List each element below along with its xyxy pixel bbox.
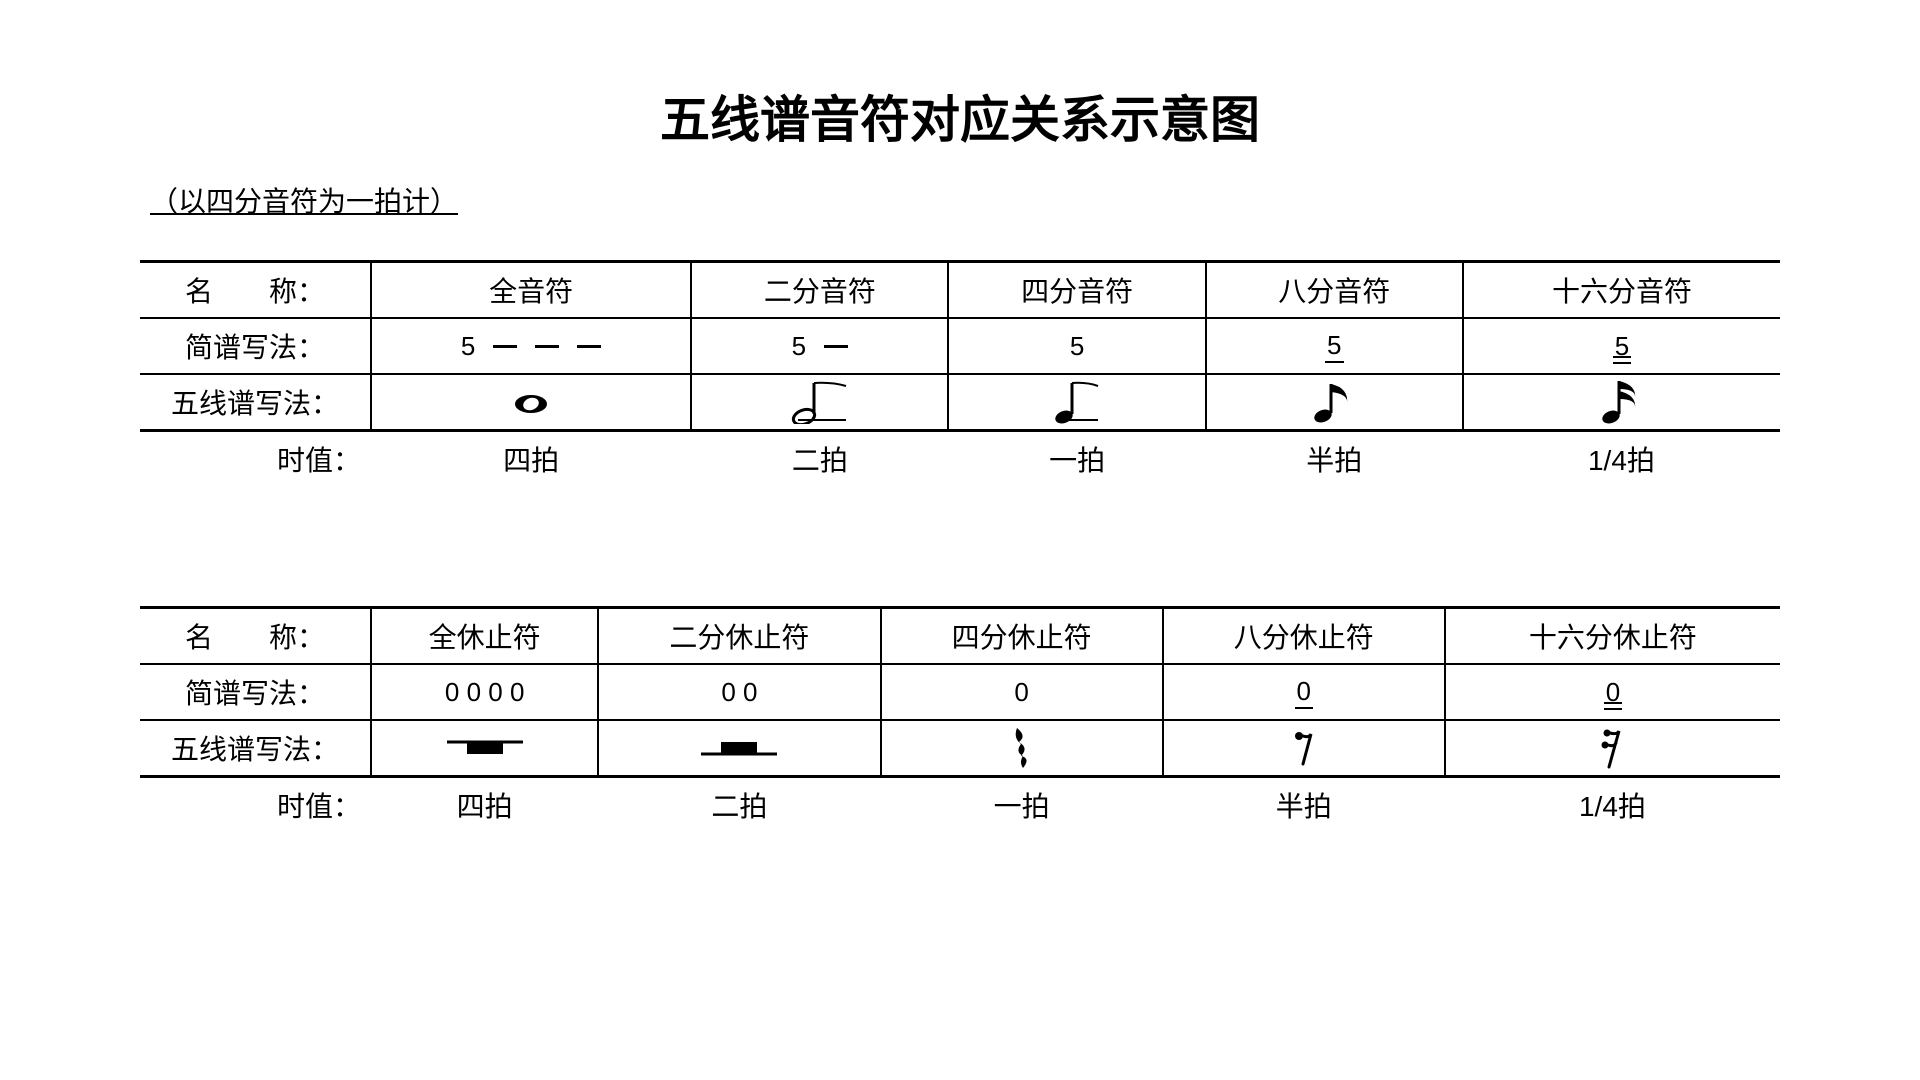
cell-duration: 1/4拍: [1463, 431, 1780, 487]
rest-whole-icon: [445, 734, 525, 764]
cell-name: 全音符: [371, 262, 691, 319]
spacer: [140, 486, 1780, 606]
cell-duration: 1/4拍: [1445, 777, 1780, 833]
table-row: 时值： 四拍 二拍 一拍 半拍 1/4拍: [140, 431, 1780, 487]
table-row: 五线谱写法：: [140, 720, 1780, 777]
cell-name: 全休止符: [371, 608, 598, 665]
cell-staff: [1463, 374, 1780, 431]
row-header-duration: 时值：: [140, 431, 371, 487]
notes-table: 名 称： 全音符 二分音符 四分音符 八分音符 十六分音符 简谱写法： 5 5 …: [140, 260, 1780, 486]
cell-staff: [371, 720, 598, 777]
subtitle: （以四分音符为一拍计）: [150, 180, 1780, 220]
cell-duration: 半拍: [1163, 777, 1445, 833]
rest-quarter-icon: [1009, 726, 1035, 770]
cell-jianpu: 0 0: [598, 664, 880, 720]
rest-half-icon: [699, 734, 779, 764]
rest-sixteenth-icon: [1599, 727, 1627, 769]
row-header-staff: 五线谱写法：: [140, 374, 371, 431]
cell-jianpu: 0: [1445, 664, 1780, 720]
table-row: 时值： 四拍 二拍 一拍 半拍 1/4拍: [140, 777, 1780, 833]
cell-name: 四分休止符: [881, 608, 1163, 665]
cell-jianpu: 0: [881, 664, 1163, 720]
cell-jianpu: 5: [691, 318, 948, 374]
table-row: 五线谱写法：: [140, 374, 1780, 431]
cell-name: 十六分休止符: [1445, 608, 1780, 665]
cell-staff: [691, 374, 948, 431]
cell-jianpu: 5: [948, 318, 1205, 374]
cell-jianpu: 5: [1206, 318, 1463, 374]
row-header-name: 名 称：: [140, 262, 371, 319]
cell-staff: [371, 374, 691, 431]
rest-eighth-icon: [1291, 728, 1317, 768]
cell-staff: [1206, 374, 1463, 431]
row-header-name: 名 称：: [140, 608, 371, 665]
cell-duration: 一拍: [881, 777, 1163, 833]
cell-name: 二分休止符: [598, 608, 880, 665]
row-header-jianpu: 简谱写法：: [140, 318, 371, 374]
cell-name: 八分音符: [1206, 262, 1463, 319]
cell-jianpu: 0: [1163, 664, 1445, 720]
table-row: 简谱写法： 0 0 0 0 0 0 0 0 0: [140, 664, 1780, 720]
cell-duration: 二拍: [598, 777, 880, 833]
cell-name: 四分音符: [948, 262, 1205, 319]
cell-duration: 四拍: [371, 777, 598, 833]
cell-jianpu: 5: [371, 318, 691, 374]
cell-name: 八分休止符: [1163, 608, 1445, 665]
cell-staff: [948, 374, 1205, 431]
cell-jianpu: 5: [1463, 318, 1780, 374]
cell-name: 二分音符: [691, 262, 948, 319]
cell-staff: [1163, 720, 1445, 777]
eighth-icon: [1309, 380, 1359, 424]
page-title: 五线谱音符对应关系示意图: [140, 80, 1780, 152]
cell-duration: 二拍: [691, 431, 948, 487]
quarter-icon: [1052, 380, 1102, 424]
row-header-jianpu: 简谱写法：: [140, 664, 371, 720]
cell-name: 十六分音符: [1463, 262, 1780, 319]
cell-staff: [598, 720, 880, 777]
cell-duration: 半拍: [1206, 431, 1463, 487]
cell-duration: 一拍: [948, 431, 1205, 487]
table-row: 简谱写法： 5 5 5 5 5: [140, 318, 1780, 374]
row-header-staff: 五线谱写法：: [140, 720, 371, 777]
cell-staff: [1445, 720, 1780, 777]
whole-icon: [511, 392, 551, 416]
table-row: 名 称： 全音符 二分音符 四分音符 八分音符 十六分音符: [140, 262, 1780, 319]
cell-duration: 四拍: [371, 431, 691, 487]
cell-jianpu: 0 0 0 0: [371, 664, 598, 720]
cell-staff: [881, 720, 1163, 777]
rests-table: 名 称： 全休止符 二分休止符 四分休止符 八分休止符 十六分休止符 简谱写法：…: [140, 606, 1780, 832]
row-header-duration: 时值：: [140, 777, 371, 833]
table-row: 名 称： 全休止符 二分休止符 四分休止符 八分休止符 十六分休止符: [140, 608, 1780, 665]
half-icon: [790, 380, 850, 424]
sixteenth-icon: [1597, 379, 1647, 425]
